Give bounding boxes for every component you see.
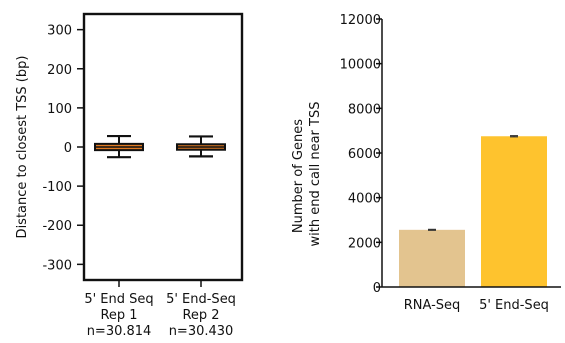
box-plot-y-tick-label: 0 xyxy=(64,141,72,156)
box-plot-x-tick-label: 5' End Seq xyxy=(84,292,153,307)
bar-chart-y-tick-label: 0 xyxy=(373,281,381,296)
bar-chart-marks xyxy=(399,135,547,287)
box-plot-y-label: Distance to closest TSS (bp) xyxy=(15,56,30,239)
box-plot-x-tick-label: n=30.430 xyxy=(169,324,234,339)
bar-chart-y-label-line-1: Number of Genes xyxy=(291,119,306,233)
bar-chart-y-tick-label: 6000 xyxy=(348,147,381,162)
bar-chart-y-tick-label: 10000 xyxy=(340,58,381,73)
box-plot-x-tick-label: 5' End-Seq xyxy=(166,292,236,307)
box-plot-y-axis: 300 200 100 0 -100 -200 -300 xyxy=(42,24,84,273)
box-plot-box-2 xyxy=(176,135,226,158)
box-plot-y-tick-label: 100 xyxy=(47,102,72,117)
bar-chart-x-tick-label: RNA-Seq xyxy=(404,298,461,313)
box-plot-y-tick-label: -100 xyxy=(42,180,72,195)
box-plot-y-tick-label: -200 xyxy=(42,219,72,234)
bar-chart-y-tick-label: 4000 xyxy=(348,192,381,207)
box-plot-y-tick-label: -300 xyxy=(42,258,72,273)
bar-chart-x-labels: RNA-Seq 5' End-Seq xyxy=(404,298,549,313)
bar-chart-panel: 12000 10000 8000 6000 4000 2000 0 RNA-Seq 5' En… xyxy=(291,13,561,313)
box-plot-x-tick-label: Rep 2 xyxy=(182,308,219,323)
bar-chart-y-label-line-2: with end call near TSS xyxy=(308,102,323,247)
box-plot-y-tick-label: 200 xyxy=(47,63,72,78)
bar-chart-x-tick-label: 5' End-Seq xyxy=(479,298,549,313)
bar-chart-bar xyxy=(399,229,465,287)
box-plot-y-tick-label: 300 xyxy=(47,24,72,39)
bar-chart-y-label: Number of Genes with end call near TSS xyxy=(291,102,323,247)
bar-chart-y-tick-label: 8000 xyxy=(348,102,381,117)
box-plot-x-tick-label: Rep 1 xyxy=(100,308,137,323)
box-plot-x-tick-label: n=30.814 xyxy=(87,324,152,339)
box-plot-box-1 xyxy=(94,134,144,159)
bar-chart-y-tick-label: 2000 xyxy=(348,236,381,251)
bar-chart-y-tick-label: 12000 xyxy=(340,13,381,28)
box-plot-marks xyxy=(94,134,226,159)
bar-chart-y-ticks: 12000 10000 8000 6000 4000 2000 0 xyxy=(340,13,382,296)
bar-chart-bar xyxy=(481,136,547,287)
